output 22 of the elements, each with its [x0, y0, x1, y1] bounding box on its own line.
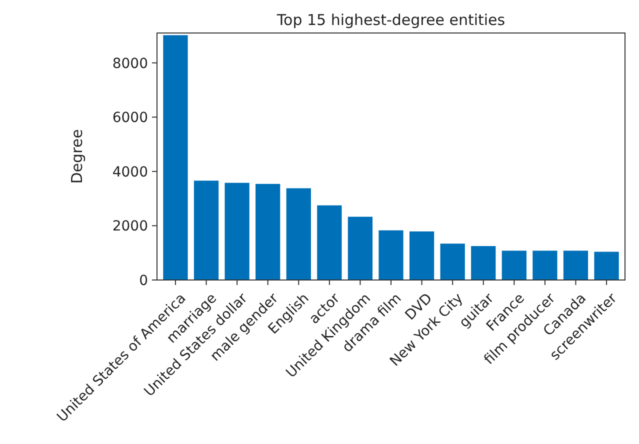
- chart-title: Top 15 highest-degree entities: [276, 11, 506, 29]
- bar: [348, 216, 373, 280]
- bar: [224, 182, 250, 280]
- y-tick-label: 2000: [112, 218, 148, 235]
- bar: [286, 188, 311, 280]
- y-tick-label: 0: [139, 272, 148, 289]
- bar: [317, 205, 342, 280]
- bar: [163, 35, 188, 280]
- bar: [594, 252, 619, 280]
- bar: [532, 250, 558, 280]
- y-axis-title: Degree: [68, 129, 86, 184]
- bar: [563, 250, 588, 280]
- bar: [378, 230, 404, 280]
- bar: [409, 231, 434, 280]
- bar: [502, 250, 526, 280]
- bar: [194, 180, 219, 280]
- y-tick-label: 6000: [112, 110, 148, 126]
- bar: [471, 246, 496, 280]
- bar: [256, 184, 280, 280]
- y-tick-label: 4000: [112, 164, 148, 180]
- y-tick-label: 8000: [112, 56, 148, 72]
- bar: [440, 244, 465, 280]
